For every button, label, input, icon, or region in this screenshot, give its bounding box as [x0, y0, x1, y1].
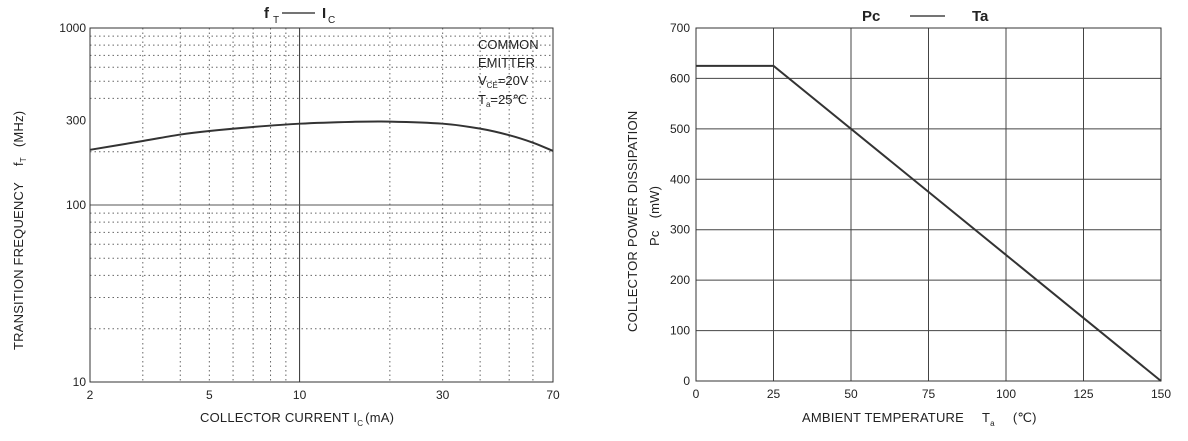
left-annotation: COMMON EMITTER VCE=20V Ta=25℃: [478, 37, 539, 109]
right-y-tick-label: 400: [670, 172, 690, 186]
left-title-ic-sub: C: [328, 15, 335, 26]
right-x-tick-label: 0: [693, 387, 700, 401]
right-y-tick-label: 500: [670, 122, 690, 136]
left-title-ft-sub: T: [273, 15, 279, 26]
left-grid: [90, 28, 553, 382]
annotation-common: COMMON: [478, 37, 539, 52]
annotation-vce: VCE=20V: [478, 73, 529, 90]
left-x-tick-label: 5: [206, 388, 213, 402]
left-x-tick-label: 30: [436, 388, 450, 402]
left-y-tick-label: 10: [73, 375, 87, 389]
right-x-tick-label: 25: [767, 387, 781, 401]
left-x-tick-label: 2: [87, 388, 94, 402]
right-y-tick-label: 700: [670, 21, 690, 35]
right-y-ticks: 0 100 200 300 400 500 600 700: [670, 21, 690, 388]
left-title-ic: I: [322, 5, 326, 22]
pc-ta-chart: Pc Ta 0 25 50 75 100 125 150 0 100 200 300 400 500 6…: [625, 8, 1171, 428]
left-series-line: [89, 120, 554, 152]
right-y-tick-label: 200: [670, 273, 690, 287]
right-plot-frame: [695, 27, 1162, 382]
right-grid: [696, 28, 1161, 381]
right-x-tick-label: 150: [1151, 387, 1171, 401]
left-x-ticks: 2 5 10 30 70: [87, 388, 560, 402]
left-chart-title: f T I C: [264, 5, 335, 26]
right-y-axis-title: COLLECTOR POWER DISSIPATION: [625, 111, 640, 332]
right-y-tick-label: 600: [670, 71, 690, 85]
annotation-emitter: EMITTER: [478, 55, 535, 70]
left-y-axis-title: TRANSITION FREQUENCYfT(MHz): [11, 111, 28, 350]
right-series-line: [696, 64, 1162, 382]
left-x-tick-label: 10: [293, 388, 307, 402]
right-y-axis-symbol: Pc(mW): [647, 186, 662, 246]
left-y-tick-label: 300: [66, 114, 86, 128]
left-plot-frame: [89, 27, 554, 383]
right-y-tick-label: 0: [683, 374, 690, 388]
left-y-tick-label: 1000: [59, 21, 86, 35]
left-x-tick-label: 70: [546, 388, 560, 402]
left-title-ft: f: [264, 5, 270, 22]
right-title-ta: Ta: [972, 8, 989, 25]
left-y-tick-label: 100: [66, 198, 86, 212]
right-chart-title: Pc Ta: [862, 8, 989, 25]
right-x-tick-label: 75: [922, 387, 936, 401]
annotation-ta: Ta=25℃: [478, 92, 527, 109]
right-y-tick-label: 300: [670, 223, 690, 237]
right-y-tick-label: 100: [670, 324, 690, 338]
right-x-axis-title: AMBIENT TEMPERATURE Ta (℃): [802, 410, 1037, 428]
right-x-tick-label: 125: [1073, 387, 1093, 401]
left-x-axis-title: COLLECTOR CURRENT IC (mA): [200, 410, 394, 428]
right-x-tick-label: 100: [996, 387, 1016, 401]
ft-ic-chart: f T I C 2 5 10 30 70 10 100 300 1000 COMMON EMI…: [11, 5, 560, 428]
right-title-pc: Pc: [862, 8, 880, 25]
left-y-ticks: 10 100 300 1000: [59, 21, 86, 389]
right-x-ticks: 0 25 50 75 100 125 150: [693, 387, 1172, 401]
right-x-tick-label: 50: [844, 387, 858, 401]
